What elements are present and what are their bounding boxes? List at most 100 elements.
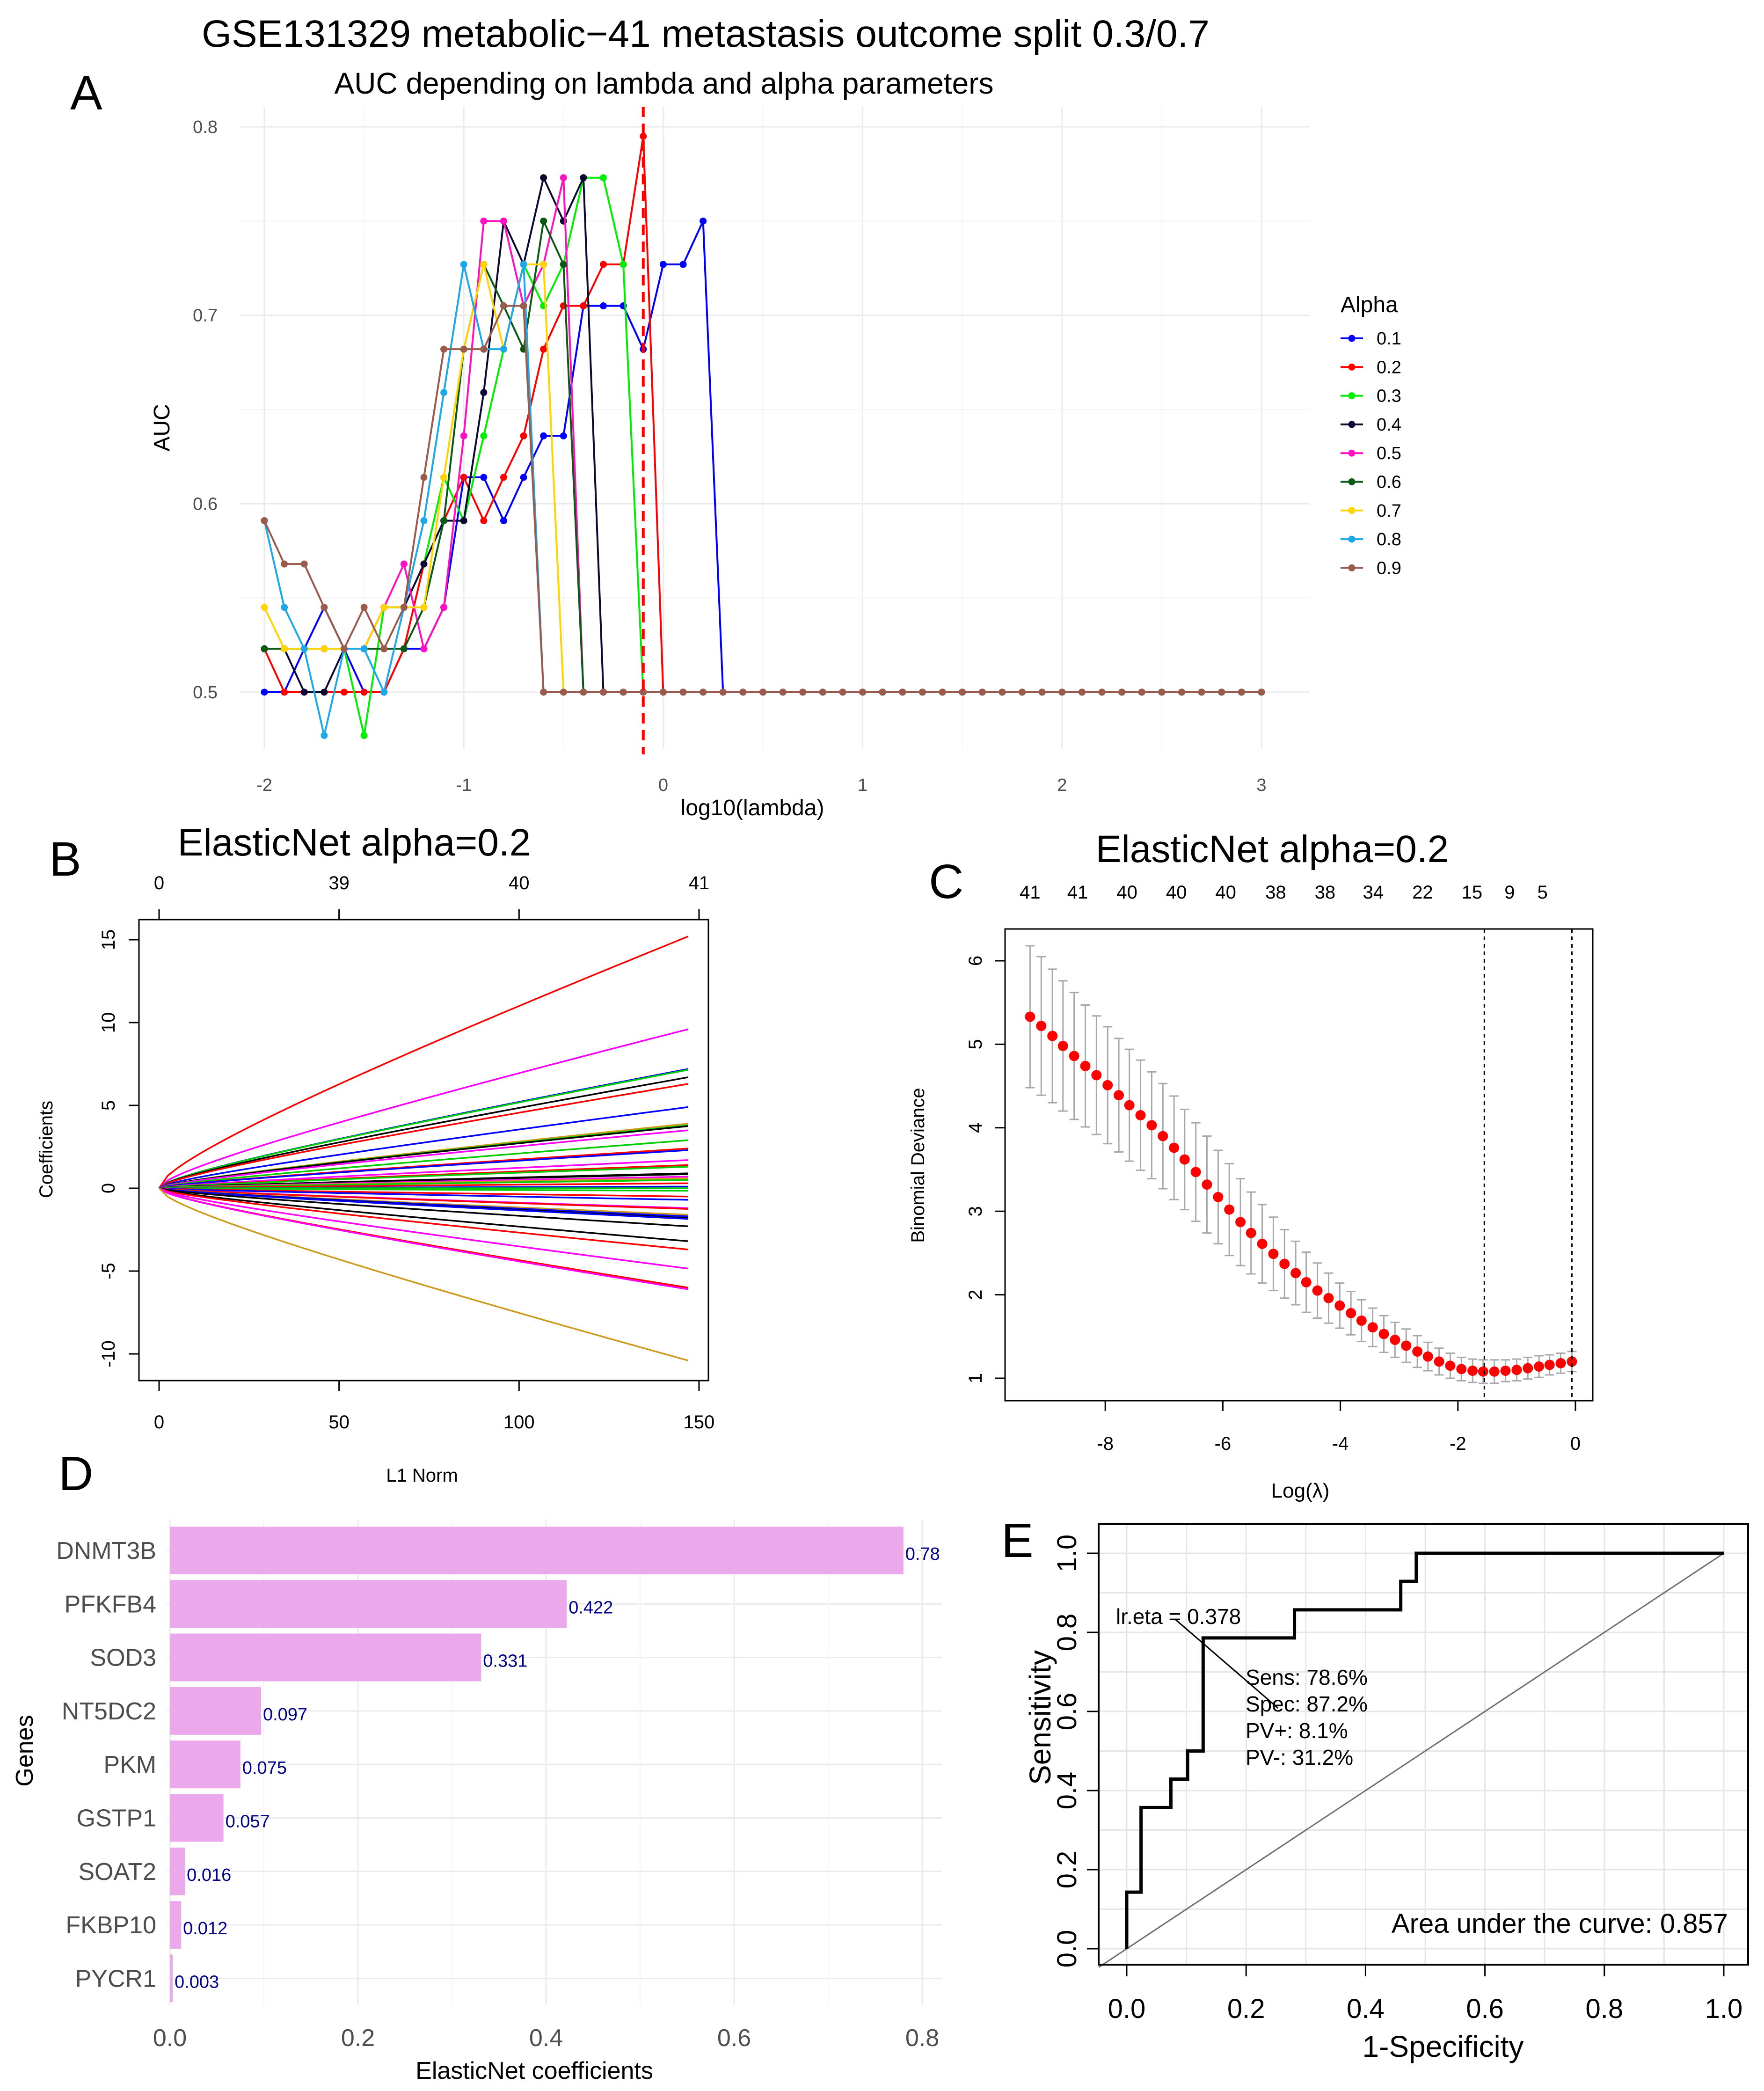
data-point <box>600 174 607 182</box>
y-tick-label: 15 <box>98 929 119 950</box>
deviance-point <box>1025 1011 1035 1022</box>
data-point <box>580 302 587 310</box>
data-point <box>520 432 527 439</box>
x-axis-label: ElasticNet coefficients <box>415 2057 653 2084</box>
x-tick-label: 1.0 <box>1705 1994 1743 2024</box>
deviance-point <box>1179 1154 1190 1165</box>
top-axis-label: 39 <box>328 873 350 893</box>
data-point <box>520 261 527 268</box>
chart-title: ElasticNet alpha=0.2 <box>178 821 531 864</box>
deviance-point <box>1489 1366 1500 1377</box>
coefficient-path <box>159 1139 689 1189</box>
cutoff-pointer-line <box>1174 1618 1279 1709</box>
y-tick-label: 0.5 <box>193 683 218 702</box>
deviance-point <box>1257 1238 1268 1249</box>
data-point <box>1019 688 1026 696</box>
data-point <box>400 645 408 652</box>
x-tick-label: 0.0 <box>153 2025 187 2052</box>
data-point <box>719 688 727 696</box>
coefficient-path <box>159 1083 689 1189</box>
data-point <box>1118 688 1126 696</box>
legend-label: 0.3 <box>1377 387 1401 406</box>
value-label: 0.331 <box>483 1652 527 1671</box>
x-axis-label: L1 Norm <box>386 1465 458 1486</box>
data-point <box>540 174 547 182</box>
data-point <box>739 688 747 696</box>
data-point <box>560 432 567 439</box>
x-tick-label: 1 <box>858 775 867 795</box>
y-tick-label: 0 <box>98 1183 119 1193</box>
y-tick-label: 4 <box>965 1123 986 1133</box>
deviance-point <box>1279 1258 1290 1269</box>
x-tick-label: 0 <box>1570 1433 1581 1454</box>
data-point <box>281 604 288 611</box>
coefficient-path <box>159 1187 688 1201</box>
data-point <box>480 432 488 439</box>
coefficient-path <box>159 1125 689 1189</box>
legend-key-point <box>1348 421 1356 428</box>
data-point <box>420 645 428 652</box>
data-point <box>679 261 687 268</box>
x-tick-label: 0.6 <box>1466 1994 1504 2024</box>
data-point <box>300 645 308 652</box>
gene-label: SOAT2 <box>78 1858 156 1886</box>
data-point <box>420 517 428 525</box>
x-tick-label: 150 <box>684 1412 715 1433</box>
plot-box <box>138 919 709 1382</box>
data-point <box>1158 688 1166 696</box>
data-point <box>281 560 288 568</box>
plot-box <box>1004 928 1594 1402</box>
deviance-point <box>1268 1249 1279 1259</box>
panel-label-b: B <box>49 832 81 886</box>
top-axis-label: 0 <box>154 873 164 893</box>
data-point <box>580 174 587 182</box>
stat-label: Sens: 78.6% <box>1246 1665 1368 1689</box>
deviance-point <box>1412 1346 1423 1357</box>
x-tick-label: -1 <box>456 775 472 795</box>
data-point <box>440 389 448 396</box>
data-point <box>679 688 687 696</box>
figure-title: GSE131329 metabolic−41 metastasis outcom… <box>202 13 1210 55</box>
value-label: 0.097 <box>263 1705 307 1725</box>
legend-key-point <box>1348 507 1356 514</box>
data-point <box>659 688 667 696</box>
data-point <box>300 688 308 696</box>
coefficient-path <box>159 1069 689 1189</box>
plot-box <box>1098 1523 1749 1966</box>
deviance-point <box>1346 1308 1356 1318</box>
reference-diagonal <box>1098 1552 1724 1968</box>
coefficient-path <box>158 936 689 1189</box>
legend-key-point <box>1348 392 1356 400</box>
coefficient-path <box>159 1149 688 1189</box>
deviance-point <box>1511 1365 1522 1375</box>
coefficient-path <box>159 1106 689 1189</box>
top-axis-label: 40 <box>1215 882 1236 903</box>
x-axis-label: log10(lambda) <box>681 796 824 820</box>
y-tick-label: 0.7 <box>193 306 218 326</box>
data-point <box>1078 688 1086 696</box>
top-axis-label: 5 <box>1538 882 1548 903</box>
data-point <box>380 604 388 611</box>
deviance-point <box>1555 1358 1566 1368</box>
y-axis-label: Coefficients <box>36 1101 57 1198</box>
legend-key-point <box>1348 363 1356 371</box>
data-point <box>500 302 507 310</box>
x-tick-label: 2 <box>1057 775 1067 795</box>
data-point <box>420 560 428 568</box>
coefficient-path <box>159 1187 688 1210</box>
top-axis-label: 9 <box>1504 882 1515 903</box>
data-point <box>959 688 966 696</box>
data-point <box>560 174 567 182</box>
bar-fkbp10 <box>170 1901 182 1949</box>
data-point <box>420 474 428 481</box>
data-point <box>261 604 268 611</box>
data-point <box>540 217 547 225</box>
data-point <box>281 645 288 652</box>
deviance-point <box>1456 1364 1467 1375</box>
deviance-point <box>1036 1021 1047 1031</box>
data-point <box>261 517 268 525</box>
y-tick-label: 0.4 <box>1052 1772 1082 1810</box>
data-point <box>1058 688 1066 696</box>
x-tick-label: 50 <box>328 1412 350 1433</box>
top-axis-label: 38 <box>1265 882 1286 903</box>
